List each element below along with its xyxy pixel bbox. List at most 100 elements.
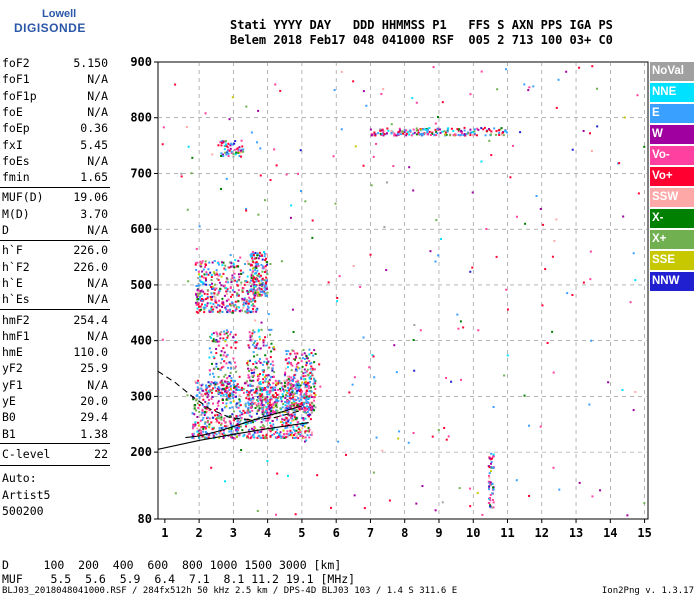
echo-dot (198, 396, 201, 399)
echo-dot (380, 92, 383, 95)
echo-dot (231, 289, 234, 292)
echo-dot (293, 416, 296, 419)
echo-dot (224, 306, 227, 309)
echo-dot (578, 66, 581, 69)
echo-dot (230, 281, 233, 284)
echo-dot (270, 425, 273, 428)
echo-dot (488, 139, 491, 142)
echo-dot (233, 379, 236, 382)
param-value: N/A (87, 292, 108, 307)
echo-dot (248, 370, 251, 373)
echo-dot (250, 339, 253, 342)
echo-dot (405, 129, 408, 132)
echo-dot (297, 437, 300, 440)
echo-dot (313, 409, 316, 412)
echo-dot (243, 382, 246, 385)
echo-dot (200, 431, 203, 434)
echo-dot (264, 294, 267, 297)
echo-dot (312, 369, 315, 372)
echo-dot (258, 293, 261, 296)
echo-dot (254, 319, 257, 322)
echo-dot (287, 418, 290, 421)
echo-dot (256, 342, 259, 345)
echo-dot (480, 160, 483, 163)
echo-dot (229, 362, 232, 365)
echo-dot (230, 142, 233, 145)
echo-dot (190, 172, 193, 175)
echo-dot (242, 409, 245, 412)
echo-dot (204, 392, 207, 395)
echo-dot (268, 411, 271, 414)
echo-dot (246, 436, 249, 439)
echo-dot (419, 133, 422, 136)
echo-dot (255, 362, 258, 365)
echo-dot (264, 397, 267, 400)
echo-dot (257, 263, 260, 266)
echo-dot (187, 280, 190, 283)
echo-dot (217, 386, 220, 389)
echo-dot (238, 410, 241, 413)
echo-dot (253, 355, 256, 358)
echo-dot (286, 366, 289, 369)
echo-dot (336, 296, 339, 299)
echo-dot (293, 376, 296, 379)
echo-dot (276, 393, 279, 396)
echo-dot (205, 436, 208, 439)
echo-dot (260, 290, 263, 293)
echo-dot (279, 387, 282, 390)
echo-dot (260, 418, 263, 421)
echo-dot (318, 363, 321, 366)
echo-dot (417, 129, 420, 132)
echo-dot (218, 433, 221, 436)
echo-dot (252, 270, 255, 273)
echo-dot (398, 430, 401, 433)
echo-dot (428, 130, 431, 133)
echo-dot (286, 383, 289, 386)
echo-dot (275, 164, 278, 167)
echo-dot (539, 207, 542, 210)
echo-dot (221, 408, 224, 411)
echo-dot (287, 386, 290, 389)
echo-dot (208, 417, 211, 420)
echo-dot (201, 408, 204, 411)
echo-dot (263, 266, 266, 269)
echo-dot (252, 310, 255, 313)
echo-dot (233, 367, 236, 370)
echo-dot (276, 417, 279, 420)
echo-dot (222, 436, 225, 439)
echo-dot (208, 369, 211, 372)
echo-dot (441, 101, 444, 104)
echo-dot (266, 393, 269, 396)
echo-dot (285, 349, 288, 352)
echo-dot (247, 422, 250, 425)
echo-dot (198, 284, 201, 287)
echo-dot (300, 376, 303, 379)
echo-dot (219, 309, 222, 312)
echo-dot (194, 380, 197, 383)
echo-dot (445, 133, 448, 136)
echo-dot (224, 340, 227, 343)
echo-dot (284, 396, 287, 399)
echo-dot (237, 386, 240, 389)
echo-dot (255, 284, 258, 287)
echo-dot (257, 404, 260, 407)
echo-dot (238, 404, 241, 407)
echo-dot (456, 313, 459, 316)
echo-dot (210, 351, 213, 354)
echo-dot (292, 384, 295, 387)
param-value: 19.06 (73, 190, 108, 205)
echo-dot (254, 419, 257, 422)
echo-dot (198, 298, 201, 301)
echo-dot (191, 156, 194, 159)
echo-dot (256, 353, 259, 356)
echo-dot (247, 384, 250, 387)
echo-dot (312, 354, 315, 357)
echo-dot (207, 381, 210, 384)
echo-dot (211, 362, 214, 365)
echo-dot (233, 266, 236, 269)
echo-dot (308, 353, 311, 356)
echo-dot (233, 276, 236, 279)
echo-dot (224, 387, 227, 390)
param-row: foEs N/A (2, 154, 108, 170)
echo-dot (269, 363, 272, 366)
